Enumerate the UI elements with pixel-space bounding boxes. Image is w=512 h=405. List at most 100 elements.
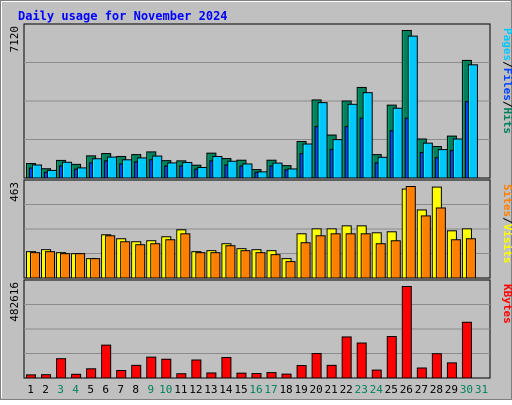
- bar-kbytes-day-7: [116, 369, 127, 379]
- bar-visits-day-27: [420, 215, 431, 279]
- bar-kbytes-day-18: [281, 373, 292, 379]
- x-tick-label-day-3: 3: [57, 383, 64, 396]
- panel-bottom-legend: KBytes: [501, 284, 512, 324]
- x-tick-label-day-27: 27: [415, 383, 428, 396]
- bar-kbytes-day-13: [206, 372, 217, 379]
- bar-visits-day-22: [345, 233, 356, 279]
- bar-kbytes-day-3: [56, 358, 67, 379]
- x-tick-label-day-6: 6: [102, 383, 109, 396]
- legend-entry-separator: /: [501, 217, 512, 224]
- x-tick-label-day-19: 19: [294, 383, 307, 396]
- bar-visits-day-8: [135, 244, 146, 279]
- bar-visits-day-12: [195, 252, 206, 279]
- bar-visits-day-10: [165, 239, 176, 279]
- x-tick-label-day-9: 9: [147, 383, 154, 396]
- bar-kbytes-day-19: [296, 365, 307, 379]
- x-tick-label-day-10: 10: [159, 383, 172, 396]
- x-tick-label-day-4: 4: [72, 383, 79, 396]
- bar-visits-day-16: [255, 252, 266, 279]
- x-tick-label-day-26: 26: [400, 383, 413, 396]
- panel-top-scale-label: 7120: [8, 26, 21, 53]
- bar-visits-day-28: [435, 207, 446, 279]
- x-tick-label-day-25: 25: [385, 383, 398, 396]
- bar-kbytes-day-25: [386, 336, 397, 379]
- bar-kbytes-day-4: [71, 373, 82, 379]
- x-tick-label-day-23: 23: [355, 383, 368, 396]
- bar-visits-day-20: [315, 235, 326, 279]
- panel-middle: 463 Sites/Visits: [8, 179, 512, 279]
- legend-entry-hits: Hits: [501, 108, 512, 135]
- panel-middle-legend: Sites/Visits: [501, 184, 512, 264]
- x-tick-label-day-2: 2: [42, 383, 49, 396]
- legend-entry-files: Files: [501, 68, 512, 101]
- bar-visits-day-13: [210, 252, 221, 279]
- bar-kbytes-day-27: [416, 367, 427, 379]
- legend-entry-visits: Sites: [501, 184, 512, 217]
- bar-visits-day-4: [75, 253, 86, 279]
- bar-kbytes-day-15: [236, 372, 247, 379]
- bar-kbytes-day-24: [371, 369, 382, 379]
- bar-visits-day-3: [60, 253, 71, 279]
- bar-visits-day-19: [300, 242, 311, 279]
- panel-bottom-scale-label: 482616: [8, 282, 21, 322]
- bar-kbytes-day-28: [431, 353, 442, 379]
- bar-visits-day-29: [450, 239, 461, 279]
- x-tick-label-day-12: 12: [189, 383, 202, 396]
- bar-kbytes-day-21: [326, 364, 337, 379]
- x-tick-label-day-29: 29: [445, 383, 458, 396]
- x-tick-label-day-21: 21: [325, 383, 338, 396]
- bar-kbytes-day-17: [266, 372, 277, 379]
- bar-visits-day-1: [30, 252, 40, 279]
- bar-visits-day-6: [105, 235, 116, 279]
- panel-bottom: 482616 KBytes: [8, 279, 512, 379]
- x-tick-label-day-24: 24: [370, 383, 384, 396]
- bar-visits-day-24: [375, 243, 386, 279]
- bar-visits-day-15: [240, 250, 251, 279]
- bar-visits-day-26: [405, 186, 416, 279]
- bar-kbytes-day-10: [161, 358, 172, 379]
- bar-pages-day-26: [407, 35, 418, 179]
- bar-visits-day-7: [120, 241, 131, 279]
- x-tick-label-day-20: 20: [310, 383, 323, 396]
- chart-title: Daily usage for November 2024: [18, 9, 228, 23]
- bar-visits-day-9: [150, 243, 161, 279]
- bar-kbytes-day-22: [341, 336, 352, 379]
- bar-visits-day-2: [45, 251, 56, 279]
- bar-visits-day-25: [390, 240, 401, 279]
- bar-kbytes-day-2: [41, 374, 52, 379]
- x-tick-label-day-15: 15: [234, 383, 247, 396]
- bar-kbytes-day-1: [26, 374, 36, 379]
- x-tick-label-day-28: 28: [430, 383, 443, 396]
- bar-kbytes-day-20: [311, 353, 322, 379]
- bar-kbytes-day-23: [356, 342, 367, 379]
- bar-kbytes-day-5: [86, 368, 97, 379]
- x-tick-label-day-30: 30: [460, 383, 473, 396]
- bar-kbytes-day-16: [251, 373, 262, 379]
- bar-visits-day-18: [285, 261, 296, 279]
- x-tick-label-day-13: 13: [204, 383, 217, 396]
- bar-visits-day-11: [180, 233, 191, 279]
- panel-middle-scale-label: 463: [8, 182, 21, 202]
- x-tick-label-day-11: 11: [174, 383, 187, 396]
- legend-entry-sites: Visits: [501, 224, 512, 264]
- x-tick-label-day-7: 7: [117, 383, 124, 396]
- bar-kbytes-day-6: [101, 344, 112, 379]
- legend-entry-separator: /: [501, 61, 512, 68]
- bar-visits-day-17: [270, 254, 281, 279]
- bar-kbytes-day-14: [221, 357, 232, 379]
- bar-visits-day-21: [330, 233, 341, 279]
- bar-visits-day-30: [465, 238, 476, 279]
- x-tick-label-day-31: 31: [475, 383, 488, 396]
- bar-kbytes-day-9: [146, 356, 157, 379]
- bar-visits-day-23: [360, 233, 371, 279]
- x-tick-label-day-17: 17: [264, 383, 277, 396]
- bar-pages-day-30: [467, 64, 478, 179]
- bar-kbytes-day-12: [191, 359, 202, 379]
- bar-visits-day-5: [90, 258, 101, 279]
- panel-middle-bars: [26, 186, 476, 279]
- x-tick-label-day-1: 1: [27, 383, 34, 396]
- legend-entry-pages: Pages: [501, 28, 512, 61]
- legend-entry-kbytes: KBytes: [501, 284, 512, 324]
- panel-bottom-bars: [26, 286, 472, 379]
